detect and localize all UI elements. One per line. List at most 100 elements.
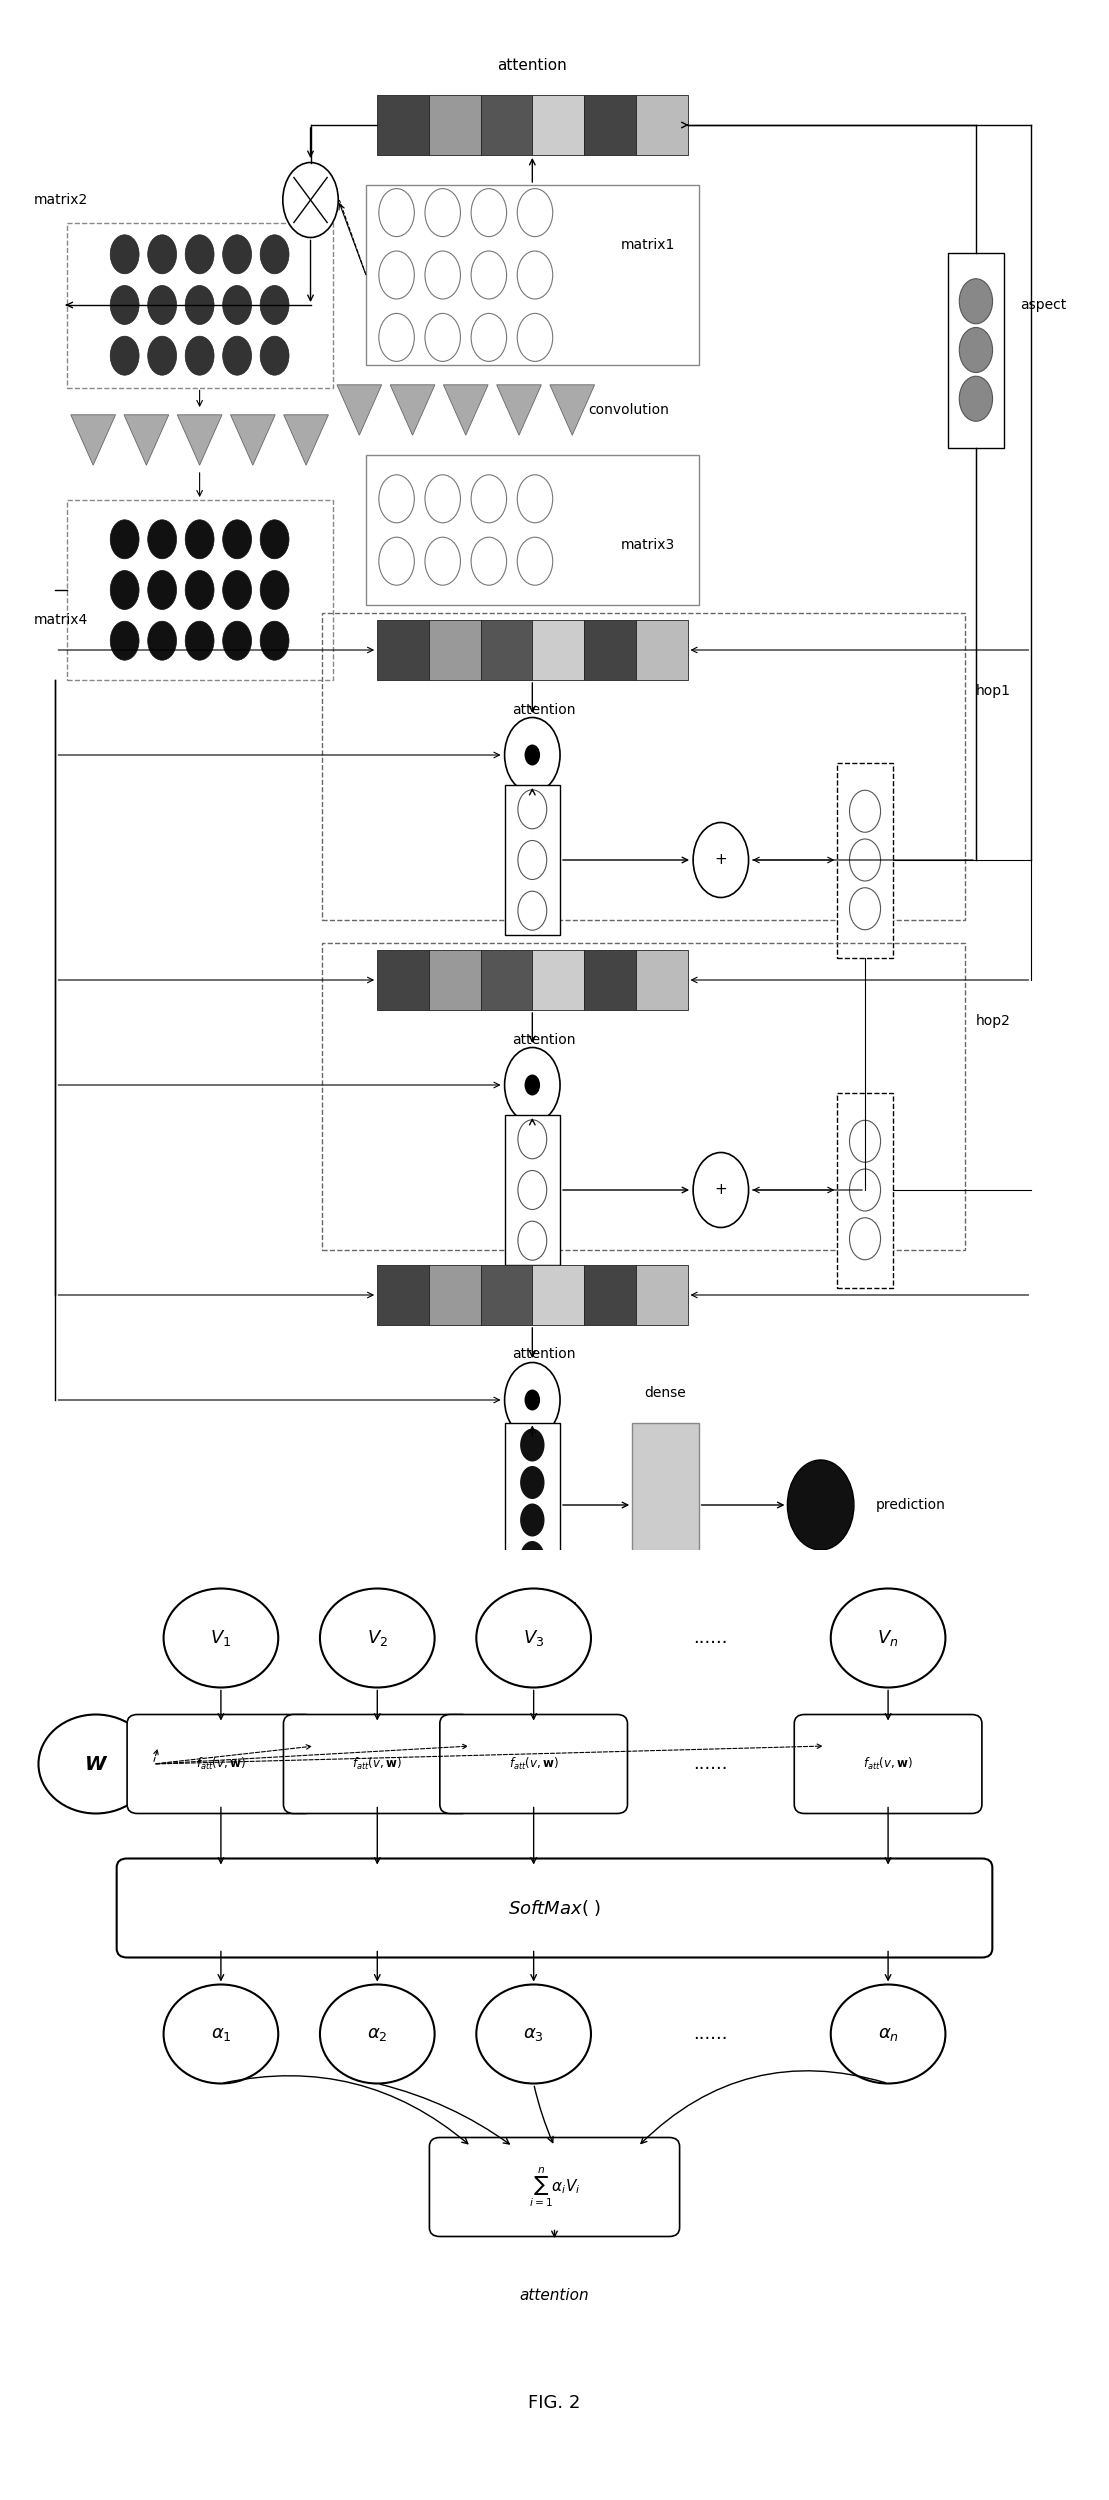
Circle shape (849, 790, 881, 832)
Circle shape (147, 620, 176, 660)
Text: aspect: aspect (1020, 298, 1067, 312)
Circle shape (185, 620, 214, 660)
Polygon shape (124, 415, 169, 465)
Text: $f_{att}(v, \mathbf{w})$: $f_{att}(v, \mathbf{w})$ (196, 1755, 246, 1772)
Circle shape (518, 1120, 547, 1160)
Circle shape (185, 570, 214, 610)
Bar (837, 1092, 893, 1288)
Bar (635, 950, 688, 1010)
Circle shape (849, 888, 881, 930)
Circle shape (520, 1540, 545, 1575)
FancyBboxPatch shape (794, 1715, 981, 1812)
Polygon shape (231, 415, 275, 465)
Circle shape (379, 188, 415, 238)
Circle shape (283, 162, 338, 238)
Circle shape (185, 285, 214, 325)
Text: $V_1$: $V_1$ (211, 1628, 232, 1648)
Circle shape (425, 250, 460, 300)
Bar (322, 942, 965, 1250)
Circle shape (379, 312, 415, 362)
Text: attention: attention (498, 58, 567, 72)
Circle shape (261, 620, 289, 660)
Text: prediction: prediction (876, 1498, 946, 1512)
Circle shape (518, 1170, 547, 1210)
Bar (429, 95, 480, 155)
Text: ......: ...... (693, 1630, 729, 1648)
Bar (67, 500, 333, 680)
Circle shape (505, 1362, 560, 1437)
Circle shape (425, 312, 460, 362)
Bar (377, 950, 429, 1010)
Circle shape (110, 520, 139, 560)
Text: $\sum_{i=1}^{n} \alpha_i V_i$: $\sum_{i=1}^{n} \alpha_i V_i$ (529, 2165, 580, 2208)
Circle shape (787, 1460, 854, 1550)
Circle shape (471, 250, 507, 300)
Bar (584, 950, 635, 1010)
Text: $\bfit{W}$: $\bfit{W}$ (83, 1755, 108, 1772)
Text: $f_{att}(v, \mathbf{w})$: $f_{att}(v, \mathbf{w})$ (353, 1755, 403, 1772)
Text: attention: attention (511, 1032, 576, 1048)
Polygon shape (550, 385, 594, 435)
Bar (532, 950, 584, 1010)
FancyBboxPatch shape (284, 1715, 471, 1812)
Circle shape (518, 890, 547, 930)
Circle shape (517, 188, 552, 238)
Circle shape (379, 475, 415, 522)
Circle shape (525, 1075, 540, 1095)
Circle shape (520, 1502, 545, 1538)
Circle shape (518, 1220, 547, 1260)
Bar (635, 95, 688, 155)
Polygon shape (444, 385, 488, 435)
Polygon shape (284, 415, 328, 465)
Bar (480, 1265, 532, 1325)
Circle shape (425, 538, 460, 585)
Bar (67, 222, 333, 388)
Circle shape (379, 538, 415, 585)
Text: matrix4: matrix4 (33, 612, 88, 628)
Bar (429, 950, 480, 1010)
Text: $V_n$: $V_n$ (877, 1628, 898, 1648)
Circle shape (185, 235, 214, 275)
Circle shape (147, 570, 176, 610)
Text: +: + (714, 853, 728, 868)
Circle shape (223, 235, 252, 275)
Polygon shape (337, 385, 381, 435)
Circle shape (110, 620, 139, 660)
Text: $\alpha_n$: $\alpha_n$ (877, 2025, 898, 2042)
Circle shape (693, 822, 749, 897)
Circle shape (147, 235, 176, 275)
Text: $f_{att}(v, \mathbf{w})$: $f_{att}(v, \mathbf{w})$ (509, 1755, 559, 1772)
Text: $SoftMax(\ )$: $SoftMax(\ )$ (508, 1898, 601, 1918)
Text: hop2: hop2 (976, 1015, 1010, 1028)
Circle shape (517, 475, 552, 522)
Circle shape (185, 335, 214, 375)
Circle shape (505, 718, 560, 793)
Circle shape (39, 1715, 153, 1812)
Circle shape (164, 1588, 278, 1688)
Circle shape (505, 1048, 560, 1122)
Text: FIG. 2: FIG. 2 (528, 2395, 581, 2412)
Bar (366, 455, 699, 605)
Bar (366, 185, 699, 365)
Polygon shape (497, 385, 541, 435)
Circle shape (518, 790, 547, 830)
Circle shape (959, 328, 993, 372)
Text: ......: ...... (693, 1755, 729, 1772)
Bar (532, 95, 584, 155)
Circle shape (471, 312, 507, 362)
Text: matrix2: matrix2 (33, 192, 88, 208)
FancyBboxPatch shape (116, 1858, 993, 1958)
Bar (584, 1265, 635, 1325)
Circle shape (477, 1985, 591, 2082)
Bar (948, 253, 1004, 448)
Circle shape (520, 1465, 545, 1500)
Circle shape (110, 285, 139, 325)
Bar (480, 950, 532, 1010)
Circle shape (261, 570, 289, 610)
Circle shape (147, 285, 176, 325)
Circle shape (261, 335, 289, 375)
Circle shape (223, 620, 252, 660)
Circle shape (319, 1985, 435, 2082)
FancyBboxPatch shape (128, 1715, 315, 1812)
Text: matrix3: matrix3 (621, 538, 675, 552)
